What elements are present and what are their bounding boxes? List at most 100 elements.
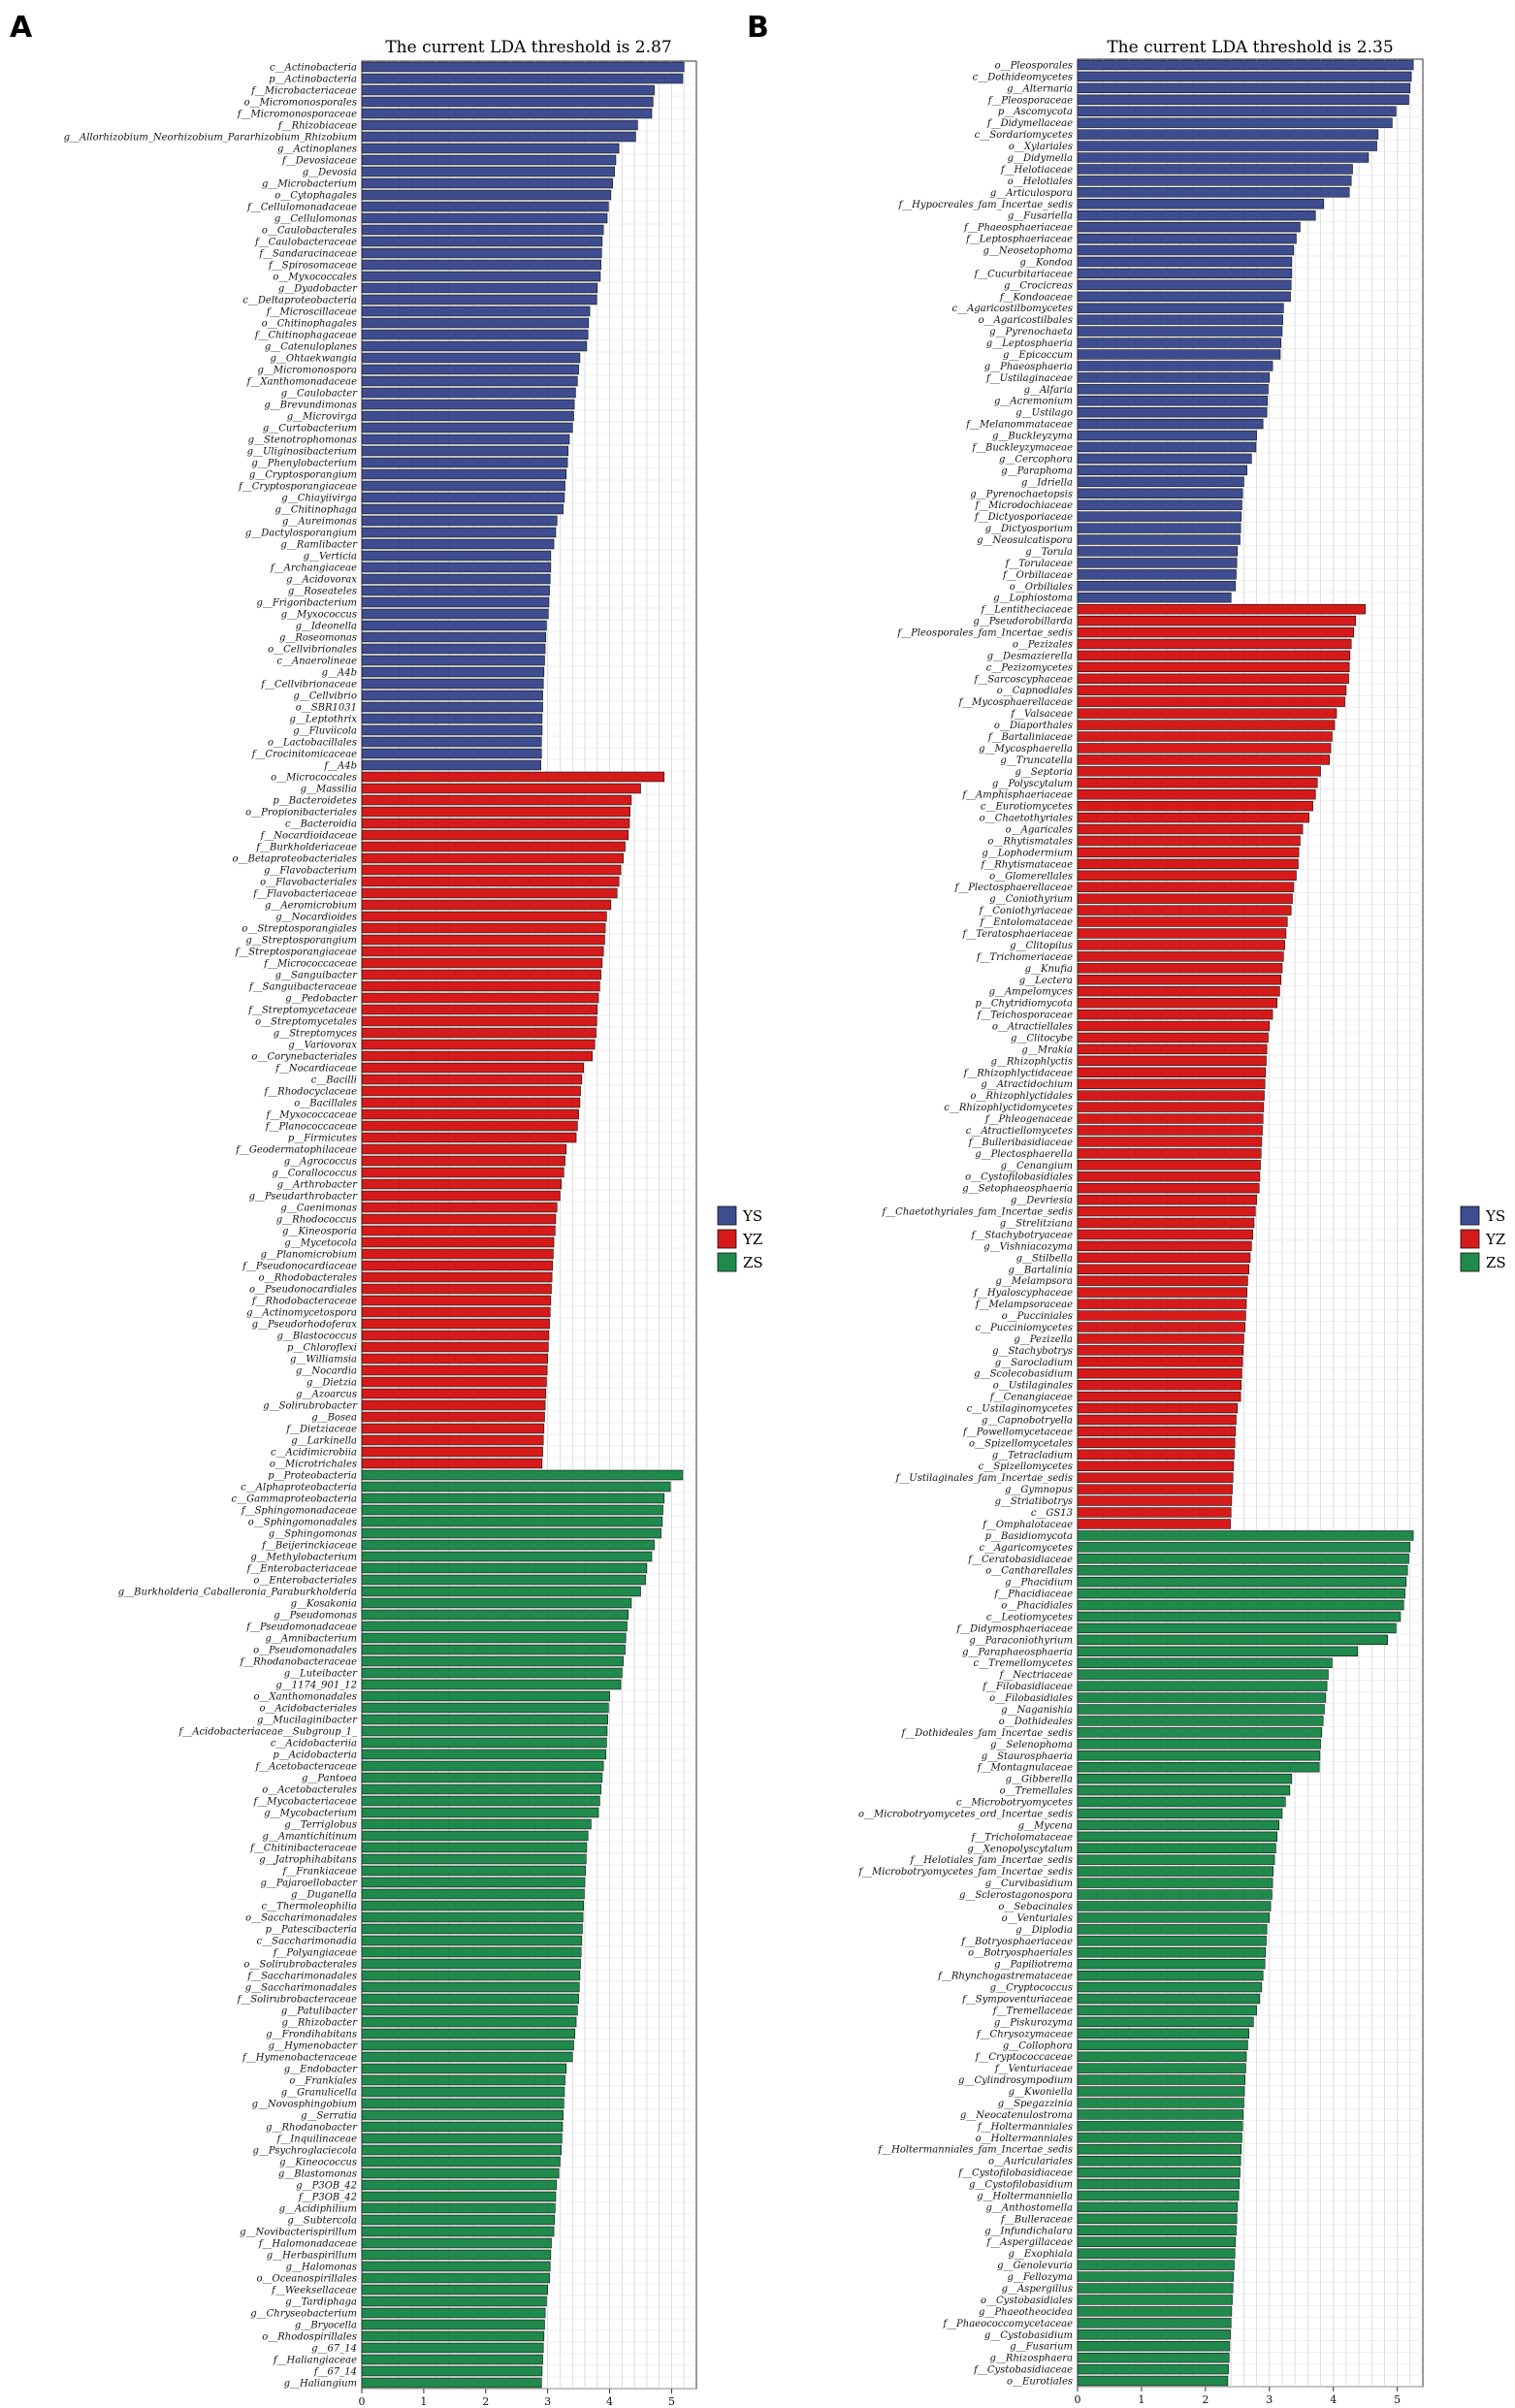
taxon-label: f__Chaetothyriales_fam_Incertae_sedis bbox=[881, 1207, 1073, 1218]
bar-g-articulospora bbox=[1077, 187, 1350, 198]
bar-g-torula bbox=[1077, 546, 1239, 557]
bar-f-inquilinaceae bbox=[361, 2133, 563, 2144]
taxon-label: g__Lophiostoma bbox=[993, 594, 1073, 604]
taxon-label: g__Rhizobacter bbox=[281, 2018, 358, 2029]
bar-o-rhizophlyctidales bbox=[1077, 1090, 1265, 1101]
bar-f-nocardiaceae bbox=[361, 1062, 585, 1074]
taxon-label: o__Ustilaginales bbox=[993, 1381, 1073, 1392]
taxon-label: g__Granulicella bbox=[281, 2088, 357, 2099]
taxon-label: g__Fusarium bbox=[1010, 2342, 1073, 2353]
taxon-label: g__Solirubrobacter bbox=[263, 1401, 358, 1412]
bar-g-mycena bbox=[1077, 1819, 1279, 1831]
taxon-label: o__Micrococcales bbox=[271, 773, 357, 784]
bar-g-planomicrobium bbox=[361, 1248, 554, 1260]
taxon-label: g__Stachybotrys bbox=[992, 1346, 1073, 1357]
taxon-label: g__Coniothyrium bbox=[989, 894, 1073, 905]
bar-g-sphingomonas bbox=[361, 1527, 661, 1539]
x-tick-label: 1 bbox=[420, 2395, 427, 2408]
bar-g-holtermanniella bbox=[1077, 2190, 1240, 2201]
taxon-label: o__Flavobacteriales bbox=[260, 878, 357, 888]
taxon-label: f__Filobasidiaceae bbox=[982, 1682, 1073, 1692]
taxon-label: o__Helotiales bbox=[1008, 177, 1073, 187]
taxon-label: f__Bartaliniaceae bbox=[987, 732, 1073, 743]
taxon-label: g__Chryseobacterium bbox=[250, 2309, 357, 2320]
taxon-label: f__Caulobacteraceae bbox=[254, 238, 357, 248]
taxon-label: o__Saccharimonadales bbox=[245, 1913, 357, 1924]
bar-g-uliginosibacterium bbox=[361, 445, 569, 457]
bar-f-valsaceae bbox=[1077, 708, 1338, 719]
taxon-label: f__Phleogenaceae bbox=[984, 1114, 1073, 1125]
taxon-label: f__Halomonadaceae bbox=[258, 2239, 357, 2250]
bar-g-curvibasidium bbox=[1077, 1878, 1273, 1888]
bar-g-paraphaeosphaeria bbox=[1077, 1646, 1359, 1656]
taxon-label: g__Terriglobus bbox=[284, 1820, 357, 1831]
taxon-label: f__Stachybotryaceae bbox=[971, 1230, 1074, 1240]
taxon-label: f__Helotiaceae bbox=[1000, 165, 1073, 176]
taxon-label: g__Diplodia bbox=[1015, 1925, 1073, 1936]
bar-g-phenylobacterium bbox=[361, 457, 568, 468]
taxon-label: c__Leotiomycetes bbox=[986, 1612, 1073, 1622]
taxon-label: g__Dactylosporangium bbox=[245, 529, 357, 539]
taxon-label: c__Atractiellomycetes bbox=[966, 1126, 1073, 1137]
bar-g-chiayiivirga bbox=[361, 492, 565, 503]
taxon-label: g__Lectera bbox=[1019, 976, 1073, 986]
taxon-label: g__Streptosporangium bbox=[245, 936, 357, 947]
bar-f-botryosphaeriaceae bbox=[1077, 1936, 1267, 1946]
legend-swatch-ys bbox=[717, 1205, 737, 1226]
taxon-label: g__Holtermanniella bbox=[977, 2191, 1073, 2201]
bar-g-exophiala bbox=[1077, 2248, 1236, 2259]
bar-g-paraconiothyrium bbox=[1077, 1634, 1389, 1646]
taxon-label: f__Torulaceae bbox=[1005, 559, 1073, 569]
taxon-label: o__Streptomycetales bbox=[255, 1017, 357, 1028]
bar-g-mrakia bbox=[1077, 1043, 1268, 1055]
taxon-label: g__Sarocladium bbox=[995, 1358, 1073, 1368]
taxon-label: g__Rhodanobacter bbox=[266, 2123, 358, 2134]
taxon-label: f__Archangiaceae bbox=[270, 563, 357, 574]
bar-f-rhizobiaceae bbox=[361, 119, 638, 131]
bar-f-holtermanniales-fam-incertae-sedis bbox=[1077, 2144, 1242, 2155]
taxon-label: f__Melampsoraceae bbox=[975, 1300, 1073, 1310]
bar-c-deltaproteobacteria bbox=[361, 294, 597, 305]
bar-g-blastococcus bbox=[361, 1330, 550, 1341]
bar-g-mycobacterium bbox=[361, 1807, 599, 1818]
taxon-label: o__Phacidiales bbox=[1001, 1601, 1073, 1612]
taxon-label: g__P3OB_42 bbox=[296, 2181, 357, 2192]
bar-g-fusarium bbox=[1077, 2341, 1231, 2352]
taxon-label: g__Sphingomonas bbox=[269, 1529, 357, 1540]
taxon-label: g__Setophaeosphaeria bbox=[962, 1184, 1073, 1195]
bar-g-bartalinia bbox=[1077, 1264, 1249, 1274]
bar-c-spizellomycetes bbox=[1077, 1461, 1235, 1471]
taxon-label: g__Clitocybe bbox=[1011, 1033, 1073, 1043]
taxon-label: f__Phaeosphaeriaceae bbox=[963, 223, 1073, 234]
taxon-label: g__Blastomonas bbox=[278, 2169, 357, 2180]
bar-g-ampelomyces bbox=[1077, 985, 1280, 997]
taxon-label: f__Bulleraceae bbox=[1000, 2214, 1073, 2225]
bar-g-spegazzinia bbox=[1077, 2098, 1244, 2108]
legend-swatch-ys bbox=[1460, 1205, 1480, 1226]
bar-f-spirosomaceae bbox=[361, 259, 601, 271]
bars: o__Pleosporalesc__Dothideomycetesg__Alte… bbox=[857, 59, 1423, 2388]
bar-g-tetracladium bbox=[1077, 1449, 1235, 1461]
bar-g-kineosporia bbox=[361, 1225, 556, 1236]
taxon-label: f__Didymellaceae bbox=[986, 118, 1073, 129]
panel-label: B bbox=[747, 11, 769, 45]
taxon-label: g__A4b bbox=[322, 668, 357, 679]
bar-f-helotiales-fam-incertae-sedis bbox=[1077, 1854, 1275, 1865]
bar-o-caulobacterales bbox=[361, 224, 604, 236]
taxon-label: c__Alphaproteobacteria bbox=[241, 1483, 357, 1493]
taxon-label: f__Rhynchogastremataceae bbox=[937, 1972, 1073, 1982]
bar-c-gs13 bbox=[1077, 1507, 1232, 1518]
bar-f-melanommataceae bbox=[1077, 418, 1264, 430]
bar-g-neosulcatispora bbox=[1077, 534, 1241, 545]
taxon-label: g__Microvirga bbox=[287, 412, 357, 423]
taxon-label: g__Sclerostagonospora bbox=[959, 1890, 1073, 1901]
bar-o-pseudonocardiales bbox=[361, 1283, 552, 1295]
taxon-label: g__Strelitziana bbox=[1000, 1219, 1073, 1230]
bar-g-agrococcus bbox=[361, 1155, 565, 1167]
taxon-label: o__Botryosphaeriales bbox=[968, 1948, 1073, 1959]
taxon-label: g__Dietzia bbox=[306, 1378, 357, 1389]
bar-f-rhynchogastremataceae bbox=[1077, 1970, 1264, 1981]
taxon-label: g__Micromonospora bbox=[258, 366, 358, 376]
taxon-label: f__Cryptococcaceae bbox=[975, 2052, 1073, 2063]
bar-f-dothideales-fam-incertae-sedis bbox=[1077, 1727, 1323, 1738]
